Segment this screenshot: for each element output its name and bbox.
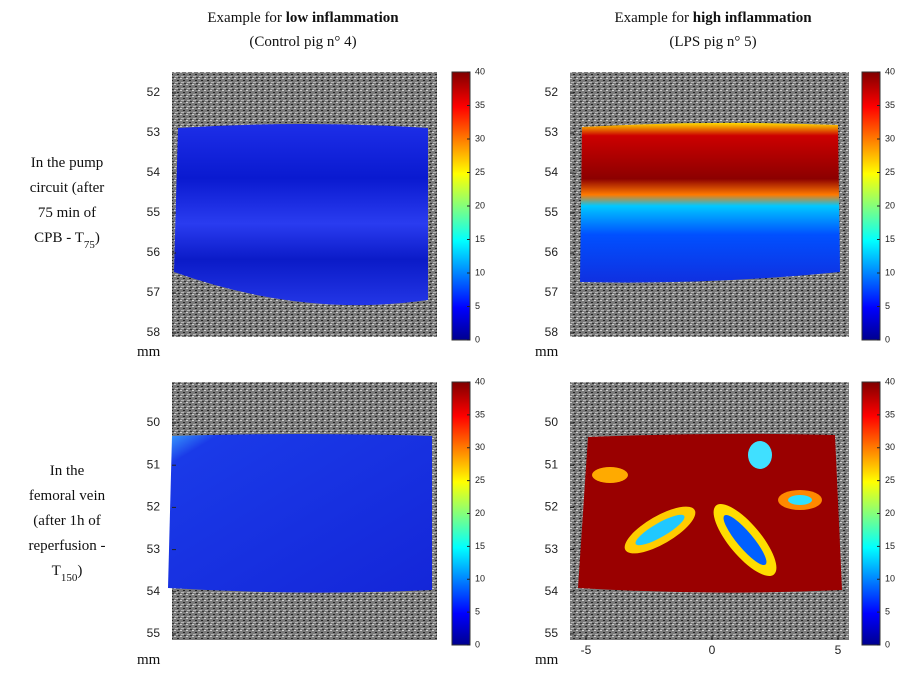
row-label: femoral vein [29, 488, 106, 504]
strain-overlay [174, 124, 428, 306]
y-tick-label: 54 [545, 165, 559, 179]
axis-unit: mm [137, 652, 161, 668]
colorbar-tick-label: 0 [885, 334, 890, 344]
colorbar-tick-label: 25 [885, 475, 895, 485]
row-label: In the [50, 463, 85, 479]
colorbar-tick-label: 15 [475, 234, 485, 244]
header-bold: high inflammation [693, 10, 812, 26]
colorbar-tick-label: 10 [475, 574, 485, 584]
y-tick-label: 55 [545, 626, 559, 640]
y-tick-label: 58 [147, 325, 161, 339]
x-tick-label: 5 [835, 643, 842, 657]
images [168, 71, 881, 646]
row-label: (after 1h of [33, 513, 100, 529]
column-subheader: (Control pig n° 4) [249, 34, 356, 50]
axis-unit: mm [137, 344, 161, 360]
row-label: T150) [52, 563, 83, 584]
y-tick-label: 50 [545, 415, 559, 429]
colorbar-tick-label: 25 [885, 167, 895, 177]
colorbar-tick-label: 40 [475, 66, 485, 76]
colorbar-tick-label: 35 [475, 409, 485, 419]
colorbar-tick-label: 30 [885, 133, 895, 143]
colorbar-tick-label: 0 [475, 639, 480, 649]
colorbar-tick-label: 20 [885, 200, 895, 210]
y-tick-label: 54 [147, 165, 161, 179]
y-tick-label: 55 [147, 626, 161, 640]
row-label-tail: ) [77, 563, 82, 579]
colorbar-tick-label: 30 [475, 133, 485, 143]
colorbar-tick-label: 5 [885, 301, 890, 311]
y-tick-label: 52 [545, 500, 559, 514]
x-tick-label: -5 [581, 643, 592, 657]
colorbar-tick-label: 15 [885, 234, 895, 244]
colorbar-tick-label: 35 [885, 409, 895, 419]
row-label: In the pump [31, 155, 104, 171]
y-tick-label: 50 [147, 415, 161, 429]
colorbar-tick-label: 40 [475, 376, 485, 386]
y-tick-label: 58 [545, 325, 559, 339]
colorbar-tick-label: 5 [885, 607, 890, 617]
colorbar-tick-label: 25 [475, 475, 485, 485]
row-label-sub: 75 [84, 239, 96, 251]
colorbar-tick-label: 20 [475, 200, 485, 210]
y-tick-label: 56 [147, 245, 161, 259]
row-label: circuit (after [30, 180, 105, 196]
y-tick-label: 56 [545, 245, 559, 259]
header-prefix: Example for [207, 10, 285, 26]
column-header: Example for high inflammation [614, 10, 812, 26]
y-tick-label: 54 [545, 584, 559, 598]
colorbar-tick-label: 15 [475, 541, 485, 551]
y-tick-label: 51 [147, 457, 161, 471]
colorbar-tick-label: 5 [475, 607, 480, 617]
y-tick-label: 52 [147, 500, 161, 514]
column-header: Example for low inflammation [207, 10, 399, 26]
colorbar-tick-label: 20 [885, 508, 895, 518]
axis-unit: mm [535, 652, 559, 668]
header-prefix: Example for [614, 10, 692, 26]
row-label: reperfusion - [28, 538, 105, 554]
row-label-sub: 150 [61, 572, 78, 584]
y-tick-label: 53 [545, 125, 559, 139]
axis-unit: mm [535, 344, 559, 360]
colorbar-tick-label: 35 [475, 100, 485, 110]
y-tick-label: 53 [147, 125, 161, 139]
y-tick-label: 53 [545, 542, 559, 556]
y-tick-label: 57 [147, 285, 161, 299]
colorbar-tick-label: 30 [475, 442, 485, 452]
row-label: 75 min of [38, 205, 96, 221]
row-label: CPB - T75) [34, 230, 100, 251]
colorbar-tick-label: 0 [475, 334, 480, 344]
y-tick-label: 54 [147, 584, 161, 598]
colorbar-tick-label: 20 [475, 508, 485, 518]
row-label-text: CPB - T [34, 230, 84, 246]
colorbar-tick-label: 25 [475, 167, 485, 177]
y-tick-label: 55 [147, 205, 161, 219]
row-label-text: T [52, 563, 61, 579]
strain-overlay [168, 434, 432, 593]
column-subheader: (LPS pig n° 5) [669, 34, 756, 50]
y-tick-label: 51 [545, 457, 559, 471]
y-tick-label: 52 [147, 85, 161, 99]
colorbar-tick-label: 35 [885, 100, 895, 110]
colorbar-tick-label: 40 [885, 66, 895, 76]
colorbar-tick-label: 10 [475, 267, 485, 277]
colorbar-tick-label: 30 [885, 442, 895, 452]
colorbar-tick-label: 10 [885, 267, 895, 277]
y-tick-label: 57 [545, 285, 559, 299]
y-tick-label: 55 [545, 205, 559, 219]
y-tick-label: 53 [147, 542, 161, 556]
colorbar-tick-label: 0 [885, 639, 890, 649]
x-tick-label: 0 [709, 643, 716, 657]
y-tick-label: 52 [545, 85, 559, 99]
strain-overlay [578, 433, 842, 593]
row-label-tail: ) [95, 230, 100, 246]
colorbar-tick-label: 15 [885, 541, 895, 551]
header-bold: low inflammation [286, 10, 400, 26]
strain-overlay [580, 122, 840, 283]
colorbar-tick-label: 5 [475, 301, 480, 311]
colorbar-tick-label: 40 [885, 376, 895, 386]
colorbar-tick-label: 10 [885, 574, 895, 584]
